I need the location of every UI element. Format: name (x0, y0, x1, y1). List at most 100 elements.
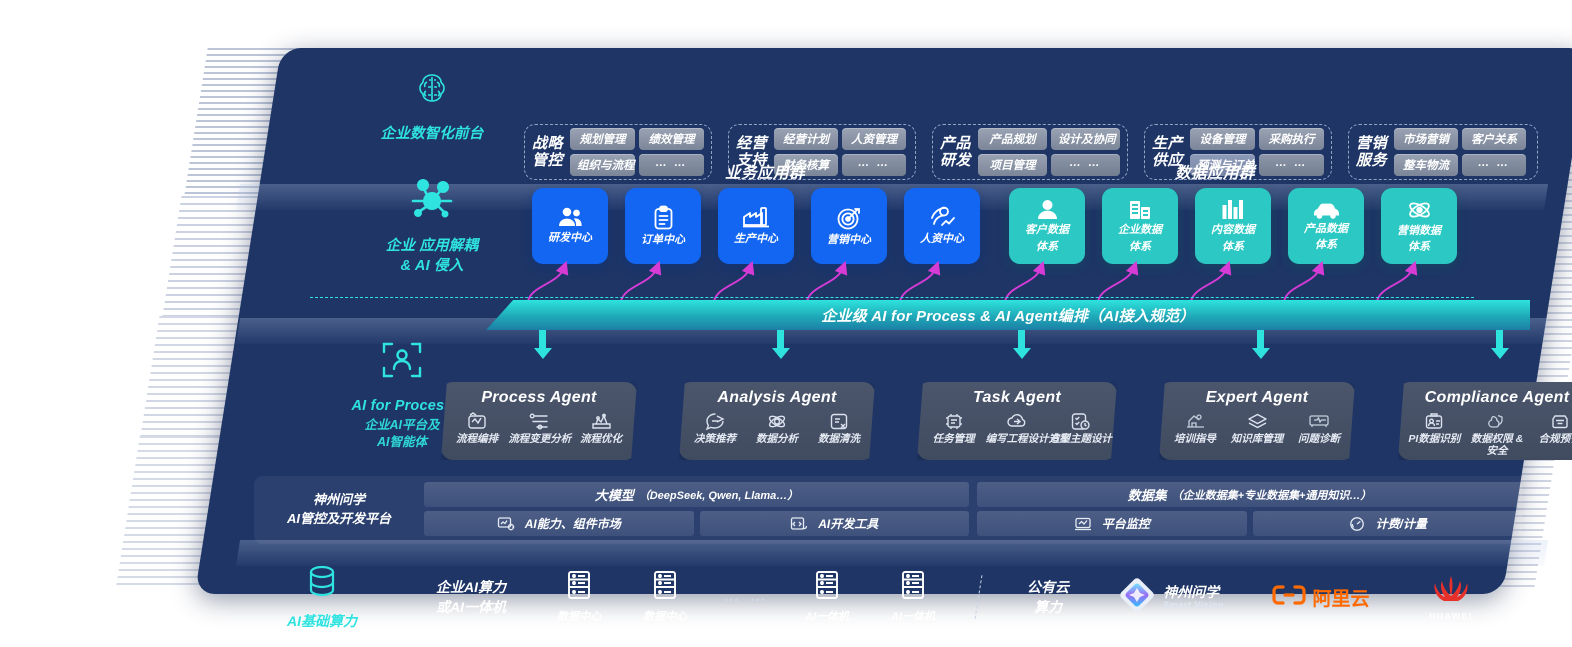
diagnose-icon (1288, 410, 1349, 432)
group-chip[interactable]: 采购执行 (1259, 128, 1324, 150)
group-chip[interactable]: 设计及协同 (1051, 128, 1120, 150)
data-card-marketing[interactable]: 营销数据 体系 (1381, 188, 1457, 264)
group-cells: 产品规划 设计及协同 项目管理 … … (978, 128, 1120, 176)
group-name: 经营 支持 (736, 134, 768, 169)
strategy-group-2[interactable]: 产品 研发 产品规划 设计及协同 项目管理 … … (932, 124, 1128, 180)
card-label: 订单中心 (641, 233, 685, 246)
infra-node-0[interactable]: 数据中心 (536, 570, 622, 624)
agent-feature[interactable]: 流程编排 (446, 410, 507, 445)
decision-icon (684, 410, 745, 432)
infra-public-cloud: 公有云 算力 (1000, 577, 1096, 618)
platform-dataset-bar[interactable]: 数据集 （企业数据集+专业数据集+通用知识…） (977, 482, 1522, 507)
card-label-1: 产品数据 (1304, 222, 1348, 235)
infra-node-label: AI一体机 (805, 611, 849, 623)
server-icon (899, 570, 927, 605)
group-chip[interactable]: 规划管理 (570, 128, 635, 150)
app-card-production[interactable]: 生产中心 (718, 188, 794, 264)
group-chip-more[interactable]: … … (639, 154, 704, 176)
agent-card-compliance[interactable]: Compliance Agent PI数据识别 (1398, 382, 1572, 460)
vendor-aliyun[interactable]: 阿里云 (1246, 584, 1396, 611)
app-card-hr[interactable]: 人资中心 (904, 188, 980, 264)
card-label-1: 企业数据 (1118, 224, 1162, 237)
agent-feature[interactable]: 问题诊断 (1288, 410, 1349, 445)
vendor-huawei[interactable]: HUAWEI (1396, 574, 1506, 621)
agent-feature[interactable]: 培训指导 (1164, 410, 1225, 445)
layer-process-sub1: 企业AI平台及 (364, 417, 440, 432)
platform-bar-billing[interactable]: 计费/计量 (1252, 511, 1522, 536)
strategy-group-3[interactable]: 生产 供应 设备管理 采购执行 预测与订单 … … (1144, 124, 1332, 180)
agent-feature[interactable]: 编写工程设计方案 (986, 410, 1070, 445)
strategy-group-1[interactable]: 经营 支持 经营计划 人资管理 财务核算 … … (728, 124, 916, 180)
agent-feature[interactable]: 知识库管理 (1226, 410, 1287, 445)
group-chip[interactable]: 设备管理 (1190, 128, 1255, 150)
platform-llm-bar[interactable]: 大模型 （DeepSeek, Qwen, Llama…） (424, 482, 969, 507)
group-chip-more[interactable]: … … (842, 154, 907, 176)
group-chip-more[interactable]: … … (1259, 154, 1324, 176)
platform-bar-market[interactable]: AI能力、组件市场 (424, 511, 694, 536)
agent-card-analysis[interactable]: Analysis Agent 决策推荐 (679, 382, 875, 460)
vendor-name: HUAWEI (1429, 610, 1473, 621)
agent-feature[interactable]: 任务管理 (922, 410, 985, 445)
group-chip[interactable]: 绩效管理 (639, 128, 704, 150)
app-card-order[interactable]: 订单中心 (625, 188, 701, 264)
infra-node-3[interactable]: AI一体机 (870, 570, 956, 624)
agent-feature[interactable]: 数据权限 & 安全 (1466, 410, 1528, 457)
group-chip-more[interactable]: … … (1462, 154, 1527, 176)
layer-label-process: AI for Process 企业AI平台及 AI智能体 (304, 336, 500, 452)
card-label-2: 体系 (1129, 240, 1151, 253)
group-chip[interactable]: 项目管理 (978, 154, 1047, 176)
infra-divider (956, 575, 1000, 619)
agent-feature[interactable]: 决策推荐 (684, 410, 745, 445)
agent-features: PI数据识别 数据权限 & 安全 (1398, 410, 1572, 457)
group-chip[interactable]: 经营计划 (774, 128, 839, 150)
group-chip[interactable]: 产品规划 (978, 128, 1047, 150)
agent-card-process[interactable]: Process Agent 流程编排 流 (441, 382, 637, 460)
agent-feature[interactable]: 流程变更分析 (508, 410, 571, 445)
agent-feature[interactable]: 流程优化 (570, 410, 631, 445)
infra-node-2[interactable]: AI一体机 (784, 570, 870, 624)
group-chip[interactable]: 财务核算 (774, 154, 839, 176)
data-card-content[interactable]: 内容数据 体系 (1195, 188, 1271, 264)
flow-chart-icon (446, 410, 507, 432)
agent-feature-label: 造型主题设计 (1048, 433, 1112, 445)
group-chip[interactable]: 人资管理 (842, 128, 907, 150)
agent-card-expert[interactable]: Expert Agent 培训指导 (1159, 382, 1355, 460)
strategy-group-4[interactable]: 营销 服务 市场营销 客户关系 整车物流 … … (1348, 124, 1538, 180)
app-card-research[interactable]: 研发中心 (532, 188, 608, 264)
vendor-smartvision[interactable]: 神州问学 Smart Vision (1096, 576, 1246, 619)
enterprise-compute-1: 企业AI算力 (436, 578, 506, 595)
card-label-2: 体系 (1222, 240, 1244, 253)
strategy-group-0[interactable]: 战略 管控 规划管理 绩效管理 组织与流程 … … (524, 124, 712, 180)
business-group-title: 业务应用群 (725, 165, 806, 182)
target-icon (836, 205, 862, 231)
data-card-product[interactable]: 产品数据 体系 (1288, 188, 1364, 264)
app-card-marketing[interactable]: 营销中心 (811, 188, 887, 264)
group-chip-more[interactable]: … … (1051, 154, 1120, 176)
card-label: 生产中心 (734, 233, 778, 246)
group-chip[interactable]: 预测与订单 (1190, 154, 1255, 176)
market-icon (497, 516, 515, 532)
agent-feature[interactable]: 合规预警 (1529, 410, 1572, 445)
agent-feature[interactable]: PI数据识别 (1403, 410, 1465, 445)
agent-feature[interactable]: 数据分析 (746, 410, 807, 445)
agent-card-task[interactable]: Task Agent 任务管理 (917, 382, 1117, 460)
infra-node-1[interactable]: 数据中心 (622, 570, 708, 624)
platform-bar-devtool[interactable]: AI开发工具 (699, 511, 969, 536)
alert-box-icon (1529, 410, 1572, 432)
agent-feature[interactable]: 造型主题设计 (1049, 410, 1112, 445)
platform-bar-label: AI能力、组件市场 (524, 517, 621, 531)
agent-feature-label: 培训指导 (1174, 433, 1216, 445)
orchestration-banner: 企业级 AI for Process & AI Agent编排（AI接入规范） (486, 300, 1530, 330)
data-card-customer[interactable]: 客户数据 体系 (1009, 188, 1085, 264)
group-chip[interactable]: 整车物流 (1394, 154, 1459, 176)
data-card-enterprise[interactable]: 企业数据 体系 (1102, 188, 1178, 264)
card-label-2: 体系 (1315, 239, 1337, 251)
platform-bar-monitor[interactable]: 平台监控 (977, 511, 1247, 536)
enterprise-compute-2: 或AI一体机 (436, 599, 506, 615)
group-chip[interactable]: 市场营销 (1394, 128, 1459, 150)
group-chip[interactable]: 客户关系 (1462, 128, 1527, 150)
group-chip[interactable]: 组织与流程 (570, 154, 635, 176)
group-name: 产品 研发 (940, 134, 972, 169)
agent-feature-label: 流程优化 (580, 433, 622, 445)
agent-feature[interactable]: 数据清洗 (808, 410, 869, 445)
